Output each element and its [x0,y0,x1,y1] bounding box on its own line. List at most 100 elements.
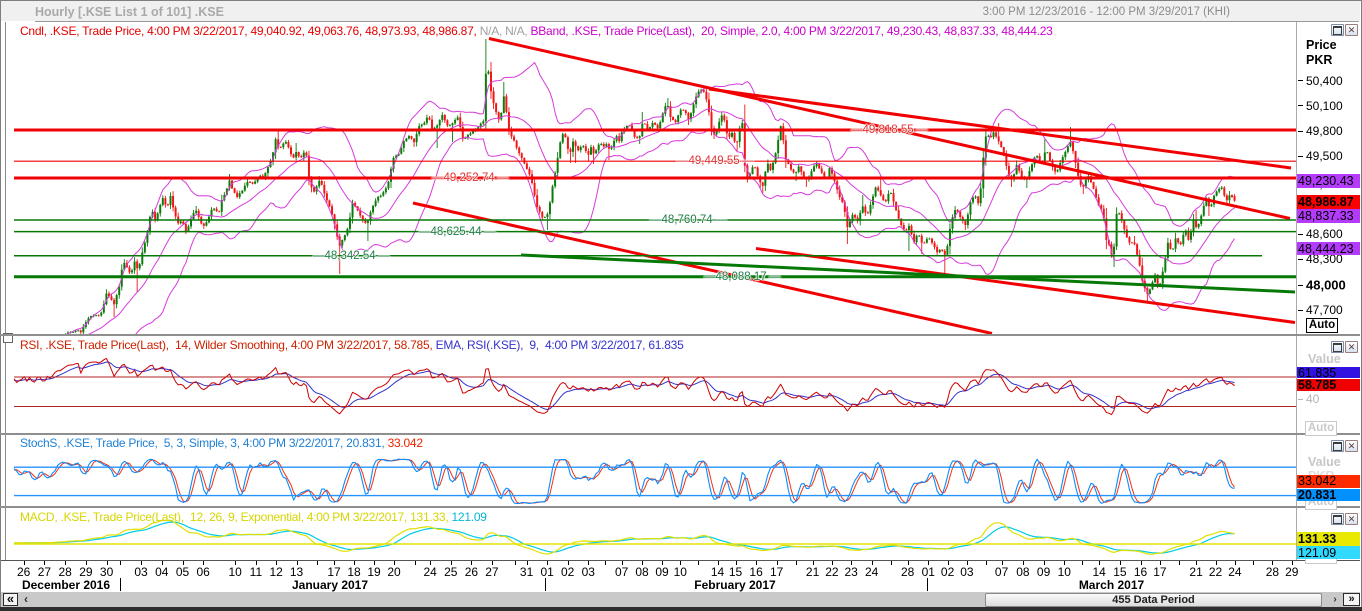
date-tick-dash-10 [255,561,257,565]
macd-pane-restore-button[interactable] [1331,513,1344,525]
date-tick-dash-24 [588,561,590,565]
date-tick-extra-0 [120,561,122,565]
legend-rsi[interactable]: RSI, .KSE, Trade Price(Last), 14, Wilder… [20,338,684,352]
price-line-label-4944955: —49,449.55 — [677,155,754,168]
rsi-tick-label-0: 40 [1306,392,1320,407]
legend-stoch-segment-0: StochS, .KSE, Trade Price, 5, 3, Simple,… [20,436,388,450]
rsi-auto-button[interactable]: Auto [1305,420,1337,436]
main-pane-restore-icon [1333,25,1342,35]
price-badge-4844423: 48,444.23 [1297,242,1360,256]
main-pane-close-button[interactable]: ✕ [1345,24,1358,36]
date-label-36: 24 [865,565,879,579]
date-label-14: 18 [347,565,361,579]
date-tick-dash-3 [85,561,87,565]
date-label-51: 24 [1228,565,1242,579]
date-label-25: 07 [615,565,629,579]
price-badge-4898687: 48,986.87 [1297,195,1360,209]
rsi-pane-close-button[interactable]: ✕ [1345,341,1358,353]
date-label-10: 11 [249,565,263,579]
bollinger-upper-line [66,62,1235,334]
price-tick-label-50100: 50,100 [1306,98,1343,113]
date-tick-dash-44 [1064,561,1066,565]
pane-resize-handle[interactable] [3,333,13,343]
x-axis-border [1,560,1360,561]
date-tick-dash-2 [65,561,67,565]
trend-line-3[interactable] [412,201,993,334]
date-tick-dash-19 [471,561,473,565]
macd-signal-line [14,521,1235,554]
legend-main-segment-0: Cndl, .KSE, Trade Price, 4:00 PM 3/22/20… [20,24,480,38]
stoch-pane-plot[interactable] [13,458,1235,505]
stoch-pane-close-button[interactable]: ✕ [1345,440,1358,452]
date-label-5: 03 [134,565,148,579]
date-label-4: 30 [99,565,114,579]
window-bottom-border [0,607,1362,611]
date-tick-dash-40 [966,561,968,565]
price-axis-auto-button[interactable]: Auto [1306,317,1338,333]
price-line-label-4876074: —48,760.74 — [650,214,727,226]
legend-rsi-segment-0: RSI, .KSE, Trade Price(Last), 14, Wilder… [20,338,436,352]
month-separator-3 [927,578,928,591]
price-line-label-4925274: —49,252.74 — [432,172,509,184]
date-tick-dash-43 [1043,561,1045,565]
date-tick-dash-15 [374,561,375,565]
date-label-1: 27 [37,565,52,579]
rsi-tick-dash-0 [1298,398,1303,400]
price-tick-dash-7 [1298,309,1303,311]
stoch-d-line [13,458,1235,504]
date-label-34: 22 [825,565,839,579]
main-pane-restore-button[interactable] [1331,24,1344,36]
date-label-27: 09 [655,565,669,579]
date-label-18: 25 [444,565,458,579]
legend-candle-bband[interactable]: Cndl, .KSE, Trade Price, 4:00 PM 3/22/20… [20,24,1053,38]
date-tick-dash-17 [430,561,432,565]
scroll-far-right-button[interactable]: » [1343,593,1360,606]
main-pane-close-icon: ✕ [1347,24,1356,35]
stoch-pane-restore-button[interactable] [1331,440,1344,452]
price-tick-dash-3 [1298,155,1303,157]
trend-line-4[interactable] [520,253,1296,294]
macd-pane-plot[interactable] [14,519,1235,555]
date-tick-dash-33 [812,561,814,565]
window-titlebar[interactable]: Hourly [.KSE List 1 of 101] .KSE 3:00 PM… [1,1,1360,21]
date-tick-extra-1 [316,561,318,565]
date-label-28: 10 [673,565,687,579]
scroll-far-left-button[interactable]: « [3,592,18,606]
price-tick-dash-4 [1298,233,1303,235]
date-tick-dash-5 [141,561,142,565]
date-label-17: 24 [423,565,437,579]
macd-pane-close-button[interactable]: ✕ [1345,513,1358,525]
date-label-41: 07 [994,565,1009,579]
date-label-48: 17 [1153,565,1167,579]
month-label-1: January 2017 [291,578,369,592]
legend-stochastic[interactable]: StochS, .KSE, Trade Price, 5, 3, Simple,… [20,436,423,450]
date-tick-dash-41 [1001,561,1003,565]
date-tick-dash-16 [394,561,395,565]
scrollbar-thumb-label: 455 Data Period [1112,593,1195,606]
scroll-left-button[interactable]: ‹ [24,592,28,606]
date-label-19: 26 [464,565,479,579]
rsi-badge-61835: 61.835 [1297,366,1360,380]
stoch-pane-restore-icon [1333,441,1342,451]
macd-line [14,519,1235,555]
scrollbar-thumb[interactable]: 455 Data Period [985,592,1322,607]
pane-separator-0[interactable] [0,334,1360,336]
date-tick-dash-34 [831,561,833,565]
scroll-right-button[interactable]: › [1333,594,1337,605]
main-pane-plot[interactable] [0,37,1296,353]
bollinger-lower-line [135,128,1236,334]
pane-separator-1[interactable] [0,433,1360,435]
legend-macd[interactable]: MACD, .KSE, Trade Price(Last), 12, 26, 9… [20,510,487,524]
month-separator-2 [545,578,547,591]
stoch-pane-close-icon: ✕ [1347,440,1356,451]
rsi-pane-close-icon: ✕ [1347,341,1356,352]
pane-separator-2[interactable] [0,506,1360,508]
trend-line-2[interactable] [755,247,1296,324]
rsi-badge-58785: 58.785 [1297,378,1360,392]
date-tick-dash-35 [851,561,853,565]
candle-bodies-down [79,71,1236,333]
rsi-pane-restore-button[interactable] [1331,341,1344,353]
rsi-pane-plot[interactable] [13,357,1235,416]
date-label-9: 10 [228,565,242,579]
